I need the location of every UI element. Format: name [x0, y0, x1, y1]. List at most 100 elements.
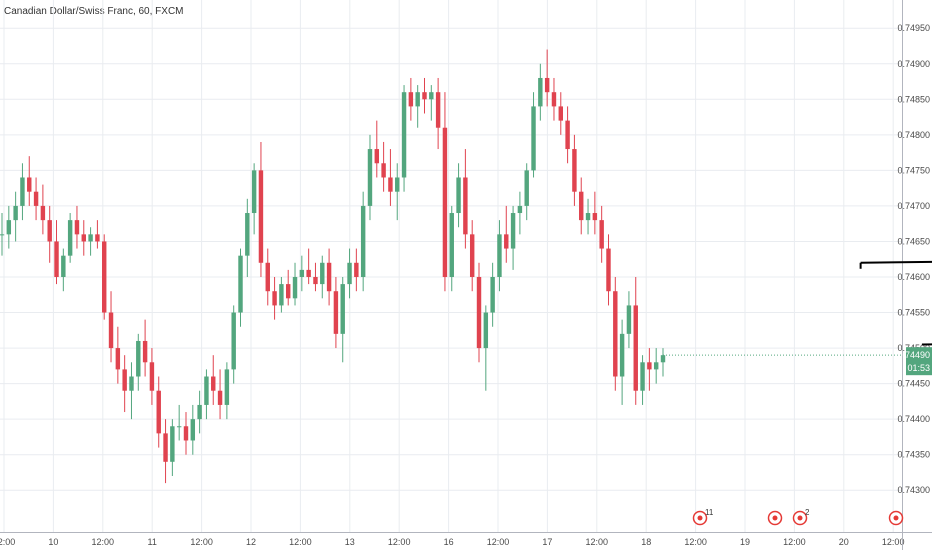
chart-title-text: Canadian Dollar/Swiss Franc, 60, FXCM [4, 6, 184, 17]
candle-body [142, 340, 148, 363]
last-price-badge [906, 347, 932, 376]
candle-body [640, 362, 645, 391]
candle-body [435, 92, 441, 128]
candle-body [0, 234, 5, 236]
candle-body [490, 276, 495, 313]
x-tick-label: 20 [839, 537, 849, 547]
candle-body [115, 348, 121, 370]
candle-body [544, 77, 550, 93]
x-tick-label: 12 [246, 537, 256, 547]
candle-body [531, 106, 536, 171]
x-tick-label: 12:00 [92, 537, 115, 547]
candle-body [122, 369, 127, 391]
candle-body [108, 312, 114, 349]
candle-body [510, 213, 516, 249]
candle-body [558, 106, 563, 121]
trend-line[interactable] [860, 259, 932, 264]
event-marker-dot [697, 515, 703, 521]
candle-body [449, 213, 454, 277]
candle-body [599, 220, 604, 249]
candle-body [95, 234, 100, 242]
candle-body [524, 170, 529, 206]
candle-body [463, 177, 468, 235]
candle-body [476, 276, 482, 349]
candle-body [367, 149, 373, 206]
candle-body [54, 241, 59, 277]
y-tick-label: 0.74400 [897, 414, 930, 424]
y-tick-label: 0.74300 [897, 485, 930, 495]
candle-body [456, 177, 461, 214]
candle-body [381, 163, 386, 178]
candle-body [224, 369, 230, 405]
candle-body [258, 170, 264, 263]
candle-body [320, 262, 325, 285]
candle-body [469, 234, 475, 277]
y-tick-label: 0.74950 [897, 23, 930, 33]
candle-body [572, 149, 577, 192]
x-tick-label: 16 [444, 537, 454, 547]
candle-body [183, 426, 189, 441]
candle-body [408, 92, 414, 107]
candle-body [333, 291, 339, 334]
candle-body [279, 284, 284, 306]
candle-body [156, 390, 161, 434]
candle-body [354, 262, 359, 277]
y-tick-label: 0.74900 [897, 59, 930, 69]
candle-body [238, 255, 243, 313]
candle-body [197, 404, 202, 420]
candle-body [579, 191, 584, 221]
candle-body [217, 390, 223, 405]
y-tick-label: 0.74550 [897, 308, 930, 318]
x-tick-label: 11 [148, 537, 157, 547]
x-tick-label: 12:00 [0, 537, 15, 547]
candle-body [626, 305, 632, 334]
candle-body [326, 262, 332, 292]
candle-body [265, 262, 270, 292]
x-tick-label: 12:00 [487, 537, 510, 547]
candle-body [647, 362, 652, 370]
candle-body [299, 269, 305, 277]
candle-body [149, 362, 155, 391]
candle-body [442, 127, 448, 277]
candle-body [245, 213, 250, 256]
candle-body [347, 262, 352, 285]
candle-body [313, 276, 318, 285]
event-marker-dot [772, 515, 778, 521]
candle-body [653, 362, 659, 370]
candle-body [517, 205, 523, 214]
candle-body [102, 241, 107, 313]
candle-body [497, 234, 502, 277]
candle-body [633, 305, 638, 391]
last-price-label: 0.74490 [897, 350, 930, 360]
candle-body [231, 312, 236, 370]
candle-body [272, 291, 277, 306]
candle-body [306, 269, 311, 277]
candle-body [170, 426, 175, 462]
candle-body [13, 205, 18, 221]
candle-body [613, 291, 618, 377]
candle-body [61, 255, 66, 277]
event-marker-dot [893, 515, 899, 521]
candle-body [204, 376, 209, 405]
candle-body [388, 177, 393, 192]
x-tick-label: 17 [542, 537, 552, 547]
candle-body [422, 92, 427, 100]
event-marker-count: 2 [805, 508, 810, 517]
x-tick-label: 12:00 [684, 537, 707, 547]
candle-body [88, 234, 93, 242]
candle-body [606, 248, 611, 292]
candle-body [374, 149, 380, 164]
candle-body [483, 312, 489, 349]
candle-body [395, 177, 400, 192]
candle-body [163, 433, 168, 462]
candle-body [176, 426, 182, 428]
x-tick-label: 13 [345, 537, 355, 547]
candle-body [47, 220, 52, 242]
event-marker-count: 11 [705, 508, 714, 517]
candle-body [33, 191, 39, 206]
candle-body [585, 213, 591, 221]
candle-body [592, 213, 598, 221]
candle-body [136, 340, 141, 377]
x-tick-label: 12:00 [388, 537, 411, 547]
